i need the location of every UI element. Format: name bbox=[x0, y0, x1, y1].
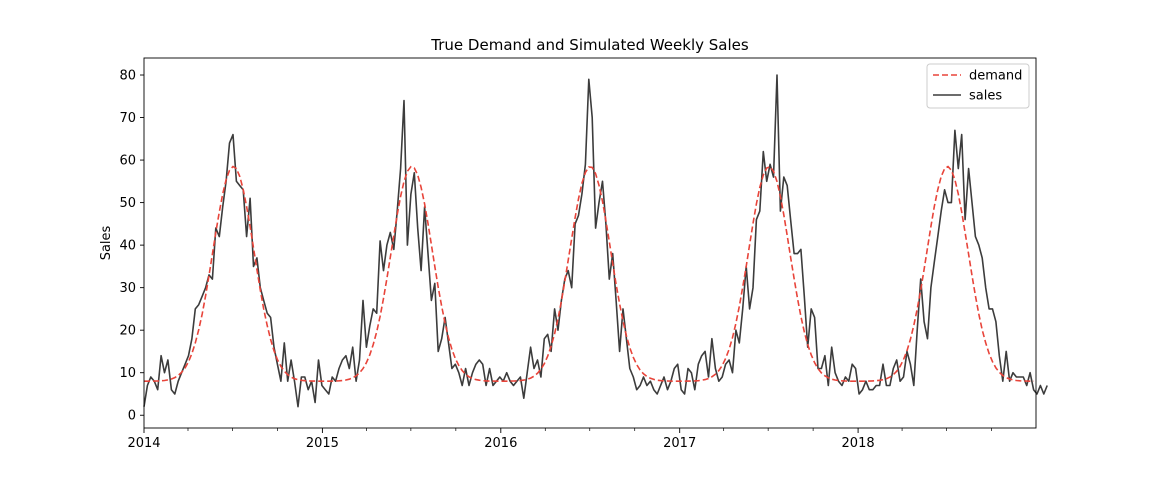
sales-line bbox=[143, 74, 1048, 408]
y-tick-label: 80 bbox=[119, 69, 136, 84]
x-tick-label: 2018 bbox=[842, 436, 875, 451]
y-tick-label: 40 bbox=[119, 239, 136, 254]
chart-title: True Demand and Simulated Weekly Sales bbox=[430, 36, 749, 54]
y-tick-label: 30 bbox=[119, 281, 136, 296]
x-tick-label: 2017 bbox=[663, 436, 696, 451]
y-tick-label: 20 bbox=[119, 324, 136, 339]
y-tick-label: 0 bbox=[128, 409, 136, 424]
demand-line bbox=[144, 165, 1034, 383]
axes: 0 10 20 30 40 50 60 70 80 2014 2015 2016 2017 2018 bbox=[119, 57, 1037, 451]
legend-label-sales: sales bbox=[969, 89, 1002, 104]
x-tick-label: 2014 bbox=[127, 436, 160, 451]
y-axis-label: Sales bbox=[99, 225, 114, 260]
y-tick-label: 50 bbox=[119, 196, 136, 211]
x-tick-label: 2016 bbox=[484, 436, 517, 451]
plot-area bbox=[143, 74, 1048, 408]
legend-label-demand: demand bbox=[969, 69, 1022, 84]
x-tick-label: 2015 bbox=[306, 436, 339, 451]
y-tick-label: 70 bbox=[119, 111, 136, 126]
legend: demand sales bbox=[926, 63, 1030, 109]
y-tick-label: 60 bbox=[119, 154, 136, 169]
y-tick-label: 10 bbox=[119, 366, 136, 381]
